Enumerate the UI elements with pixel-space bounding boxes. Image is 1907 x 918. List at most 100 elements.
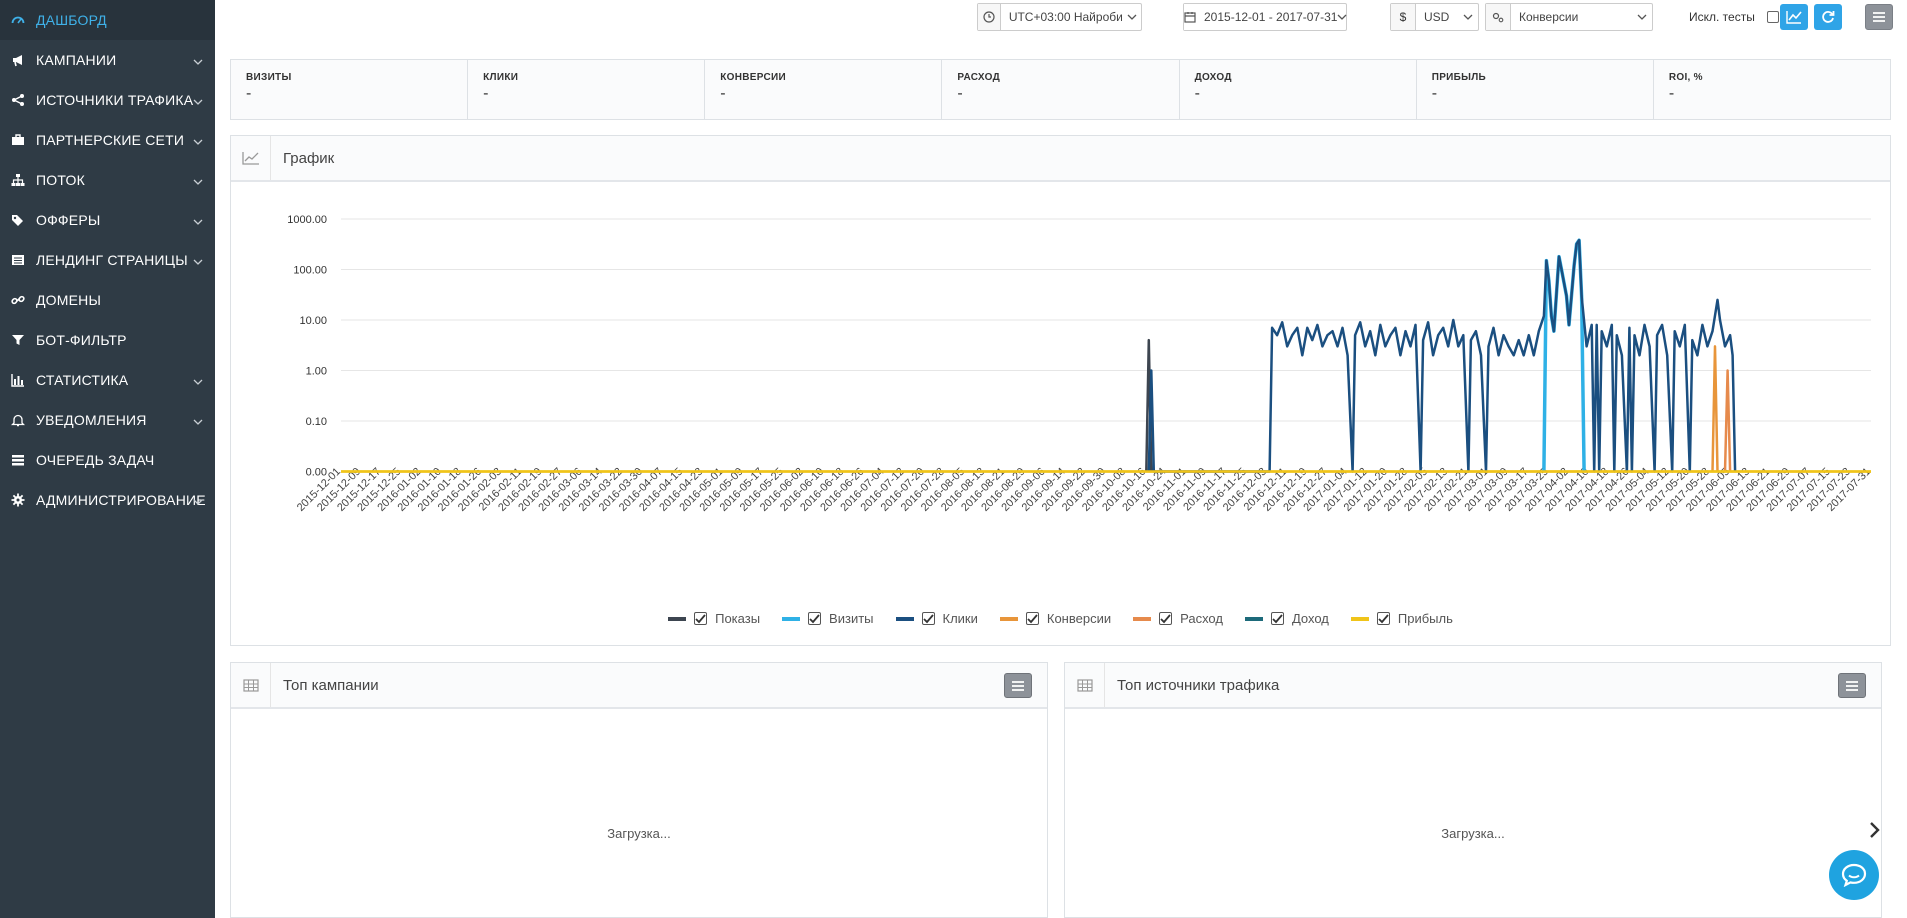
y-tick-label: 10.00: [299, 315, 327, 327]
sidebar-item-label: БОТ-ФИЛЬТР: [36, 332, 127, 348]
chart-toggle-button[interactable]: [1780, 4, 1808, 30]
stat-title: ПРИБЫЛЬ: [1431, 72, 1487, 83]
top-sources-loading: Загрузка...: [1441, 826, 1505, 841]
sidebar-item-3[interactable]: ПАРТНЕРСКИЕ СЕТИ: [0, 120, 215, 160]
sidebar-item-10[interactable]: УВЕДОМЛЕНИЯ: [0, 400, 215, 440]
main-content: UTC+03:00 Найроби 2015-12-01 - 2017-07-3…: [215, 0, 1907, 918]
exclude-tests-checkbox[interactable]: [1767, 11, 1779, 23]
stat-card: ВИЗИТЫ -: [231, 60, 469, 119]
sidebar-item-9[interactable]: СТАТИСТИКА: [0, 360, 215, 400]
top-campaigns-menu-button[interactable]: [1004, 673, 1032, 698]
y-tick-label: 1000.00: [287, 214, 327, 226]
sidebar-item-label: ДОМЕНЫ: [36, 292, 102, 308]
legend-label: Доход: [1291, 611, 1329, 626]
stat-value: -: [720, 85, 726, 102]
chevron-right-icon[interactable]: [1868, 820, 1882, 840]
series-line: [1542, 238, 1586, 472]
stat-card: РАСХОД -: [942, 60, 1180, 119]
sidebar-item-0[interactable]: ДАШБОРД: [0, 0, 215, 40]
chat-button[interactable]: [1829, 850, 1879, 900]
chat-bubble-icon: [1841, 863, 1867, 887]
stat-value: -: [483, 85, 489, 102]
top-campaigns-header: Топ кампании: [231, 663, 1047, 709]
menu-button[interactable]: [1865, 4, 1893, 30]
checkmark-icon[interactable]: [694, 612, 708, 625]
chevron-down-icon: [193, 213, 205, 225]
top-sources-header: Топ источники трафика: [1065, 663, 1881, 709]
clock-icon: [978, 4, 1001, 30]
currency-value: USD: [1424, 10, 1450, 24]
gear-icon: [10, 492, 26, 508]
top-toolbar: UTC+03:00 Найроби 2015-12-01 - 2017-07-3…: [215, 0, 1907, 36]
sidebar-item-5[interactable]: ОФФЕРЫ: [0, 200, 215, 240]
bell-icon: [10, 412, 26, 428]
bar-chart-icon: [10, 372, 26, 388]
chevron-down-icon: [193, 493, 205, 505]
stat-card: КОНВЕРСИИ -: [705, 60, 943, 119]
hamburger-icon: [1873, 12, 1885, 22]
chevron-down-icon: [193, 373, 205, 385]
line-chart: 1000.00100.0010.001.000.100.002015-12-01…: [287, 214, 1873, 514]
stat-card: ПРИБЫЛЬ -: [1417, 60, 1654, 119]
sidebar-item-label: УВЕДОМЛЕНИЯ: [36, 412, 147, 428]
series-line: [1147, 238, 1737, 473]
tasks-icon: [10, 452, 26, 468]
sidebar-item-6[interactable]: ЛЕНДИНГ СТРАНИЦЫ: [0, 240, 215, 280]
stat-card: ДОХОД -: [1180, 60, 1417, 119]
metric-select[interactable]: Конверсии: [1485, 3, 1653, 31]
calendar-icon: [1184, 4, 1196, 30]
checkmark-icon[interactable]: [808, 612, 822, 625]
checkmark-icon[interactable]: [1159, 612, 1173, 625]
top-sources-title: Топ источники трафика: [1117, 676, 1280, 694]
legend-item[interactable]: Конверсии: [999, 611, 1111, 626]
checkmark-icon[interactable]: [1270, 612, 1284, 625]
sidebar-item-4[interactable]: ПОТОК: [0, 160, 215, 200]
legend-item[interactable]: Показы: [668, 611, 760, 626]
dollar-icon: $: [1391, 4, 1416, 30]
top-sources-menu-button[interactable]: [1838, 673, 1866, 698]
sidebar-item-label: ИСТОЧНИКИ ТРАФИКА: [36, 92, 194, 108]
sidebar-item-label: ОФФЕРЫ: [36, 212, 101, 228]
daterange-value: 2015-12-01 - 2017-07-31: [1204, 10, 1338, 24]
sidebar-item-label: СТАТИСТИКА: [36, 372, 129, 388]
sidebar-item-12[interactable]: АДМИНИСТРИРОВАНИЕ: [0, 480, 215, 520]
metric-value: Конверсии: [1519, 10, 1579, 24]
sidebar-item-8[interactable]: БОТ-ФИЛЬТР: [0, 320, 215, 360]
daterange-picker[interactable]: 2015-12-01 - 2017-07-31: [1183, 3, 1347, 31]
stat-card: КЛИКИ -: [468, 60, 706, 119]
share-icon: [10, 92, 26, 108]
sidebar-item-1[interactable]: КАМПАНИИ: [0, 40, 215, 80]
sidebar: ДАШБОРД КАМПАНИИ ИСТОЧНИКИ ТРАФИКА ПАРТНЕРС…: [0, 0, 215, 918]
stats-summary: ВИЗИТЫ - КЛИКИ - КОНВЕРСИИ - РАСХОД - ДОХОД - ПРИБ…: [230, 59, 1891, 120]
checkmark-icon[interactable]: [921, 612, 935, 625]
dashboard-icon: [10, 12, 26, 28]
stat-title: ДОХОД: [1194, 72, 1232, 83]
stat-card: ROI, % -: [1654, 60, 1890, 119]
legend-item[interactable]: Прибыль: [1350, 611, 1453, 626]
timezone-select[interactable]: UTC+03:00 Найроби: [977, 3, 1142, 31]
checkmark-icon[interactable]: [1376, 612, 1390, 625]
refresh-button[interactable]: [1814, 4, 1842, 30]
legend-item[interactable]: Расход: [1133, 611, 1223, 626]
sidebar-item-label: АДМИНИСТРИРОВАНИЕ: [36, 492, 206, 508]
table-icon: [1065, 663, 1105, 707]
stat-value: -: [957, 85, 963, 102]
checkmark-icon[interactable]: [1025, 612, 1039, 625]
stat-title: ROI, %: [1668, 72, 1703, 83]
legend-swatch: [895, 616, 914, 621]
top-sources-panel: Топ источники трафика Загрузка...: [1064, 662, 1882, 918]
link-icon: [10, 292, 26, 308]
sidebar-item-11[interactable]: ОЧЕРЕДЬ ЗАДАЧ: [0, 440, 215, 480]
legend-item[interactable]: Доход: [1244, 611, 1329, 626]
sidebar-item-2[interactable]: ИСТОЧНИКИ ТРАФИКА: [0, 80, 215, 120]
chevron-down-icon: [193, 93, 205, 105]
table-icon: [231, 663, 271, 707]
hamburger-icon: [1012, 680, 1024, 691]
legend-item[interactable]: Визиты: [782, 611, 874, 626]
stat-value: -: [1431, 85, 1438, 102]
stat-value: -: [1668, 85, 1675, 102]
sidebar-item-7[interactable]: ДОМЕНЫ: [0, 280, 215, 320]
chart-legend: Показы Визиты Клики Конверсии Расход Доход При…: [231, 611, 1890, 626]
currency-select[interactable]: $ USD: [1390, 3, 1479, 31]
legend-item[interactable]: Клики: [895, 611, 978, 626]
